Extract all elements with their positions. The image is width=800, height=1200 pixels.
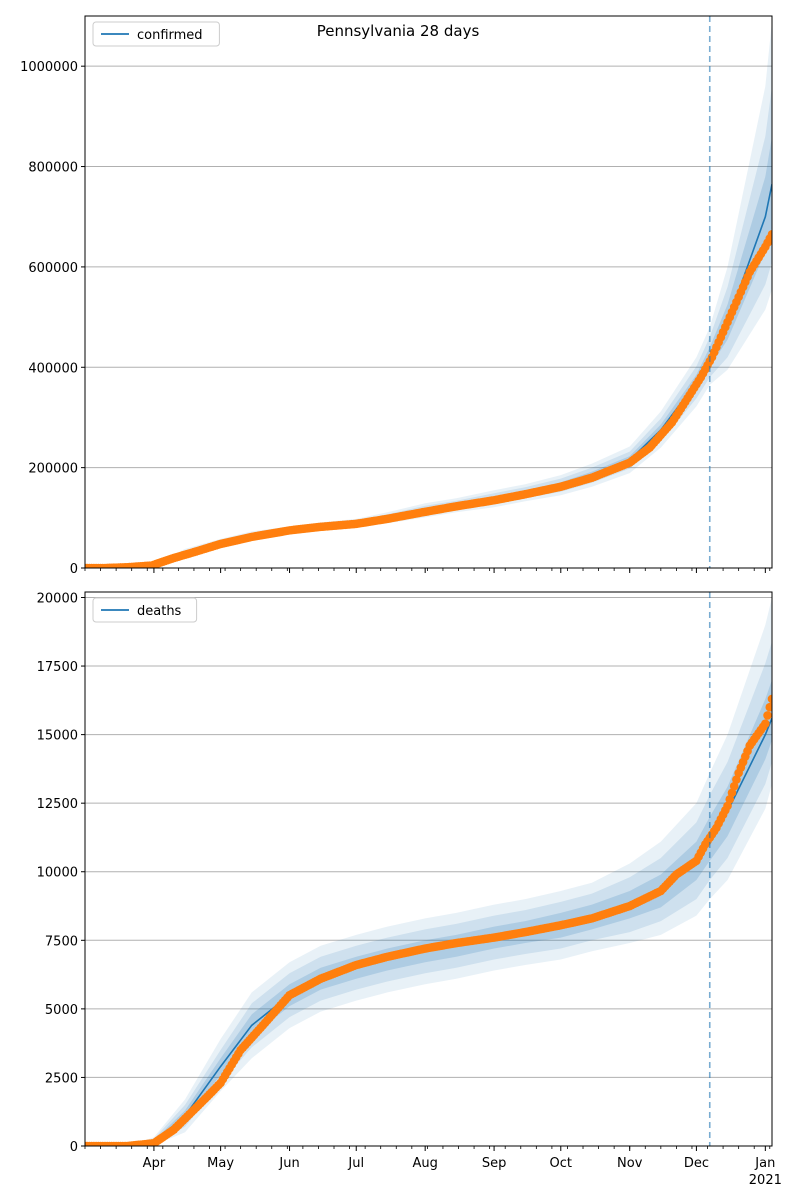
legend: confirmed bbox=[92, 21, 220, 47]
y-tick-label: 17500 bbox=[37, 660, 78, 675]
y-tick-label: 10000 bbox=[37, 866, 78, 881]
y-tick-label: 7500 bbox=[45, 934, 78, 949]
observed-point bbox=[732, 775, 741, 784]
x-tick-label: Nov bbox=[617, 1156, 643, 1171]
confidence-band bbox=[85, 597, 772, 1146]
y-tick-label: 0 bbox=[70, 1140, 78, 1155]
x-tick-label: Sep bbox=[482, 1156, 507, 1171]
observed-point bbox=[761, 719, 770, 728]
x-tick-label: Apr bbox=[143, 1156, 166, 1171]
y-tick-label: 0 bbox=[70, 562, 78, 577]
y-tick-label: 400000 bbox=[28, 361, 78, 376]
observed-point bbox=[729, 781, 739, 791]
observed-point bbox=[767, 694, 772, 704]
x-tick-label: Jan bbox=[754, 1156, 775, 1171]
observed-points bbox=[85, 229, 772, 568]
y-tick-label: 12500 bbox=[37, 797, 78, 812]
confirmed-panel: 0 200000 400000 600000 800000 1000000 confirme… bbox=[20, 15, 773, 577]
axes-frame bbox=[84, 591, 773, 1147]
y-tick-label: 15000 bbox=[37, 729, 78, 744]
x-tick-label: Jul bbox=[347, 1156, 364, 1171]
y-axis: 0 200000 400000 600000 800000 1000000 bbox=[20, 60, 85, 577]
observed-point bbox=[725, 795, 735, 804]
legend-label: deaths bbox=[137, 604, 182, 619]
plot-area bbox=[85, 21, 772, 568]
x-tick-label: Dec bbox=[684, 1156, 709, 1171]
x-tick-label: May bbox=[207, 1156, 234, 1171]
plot-area bbox=[85, 597, 772, 1146]
x-axis bbox=[84, 568, 771, 573]
legend: deaths bbox=[92, 597, 198, 623]
observed-point bbox=[767, 229, 772, 239]
observed-points bbox=[85, 694, 772, 1146]
deaths-panel: 0 2500 5000 7500 10000 12500 15000 17500 20000 Ap… bbox=[37, 591, 782, 1188]
confidence-band bbox=[85, 641, 772, 1146]
y-tick-label: 600000 bbox=[28, 261, 78, 276]
x-tick-label: Aug bbox=[412, 1156, 437, 1171]
observed-point bbox=[763, 711, 772, 720]
y-tick-label: 20000 bbox=[37, 591, 78, 606]
x-tick-label: Jun bbox=[278, 1156, 299, 1171]
x-axis: Apr May Jun Jul Aug Sep Oct Nov Dec Jan 2021 bbox=[84, 1146, 782, 1188]
x-tick-label: Oct bbox=[550, 1156, 572, 1171]
observed-point bbox=[723, 801, 732, 811]
y-tick-label: 200000 bbox=[28, 462, 78, 477]
legend-box bbox=[92, 597, 198, 623]
y-axis: 0 2500 5000 7500 10000 12500 15000 17500 20000 bbox=[37, 591, 85, 1155]
y-tick-label: 800000 bbox=[28, 161, 78, 176]
y-tick-label: 1000000 bbox=[20, 60, 78, 75]
y-tick-label: 5000 bbox=[45, 1003, 78, 1018]
legend-box bbox=[92, 21, 220, 47]
observed-point bbox=[765, 702, 772, 712]
x-year-label: 2021 bbox=[749, 1173, 782, 1188]
legend-label: confirmed bbox=[137, 28, 203, 43]
y-tick-label: 2500 bbox=[45, 1071, 78, 1086]
chart-title: Pennsylvania 28 days bbox=[317, 22, 480, 40]
observed-point bbox=[727, 788, 737, 798]
axes-frame bbox=[84, 15, 773, 569]
